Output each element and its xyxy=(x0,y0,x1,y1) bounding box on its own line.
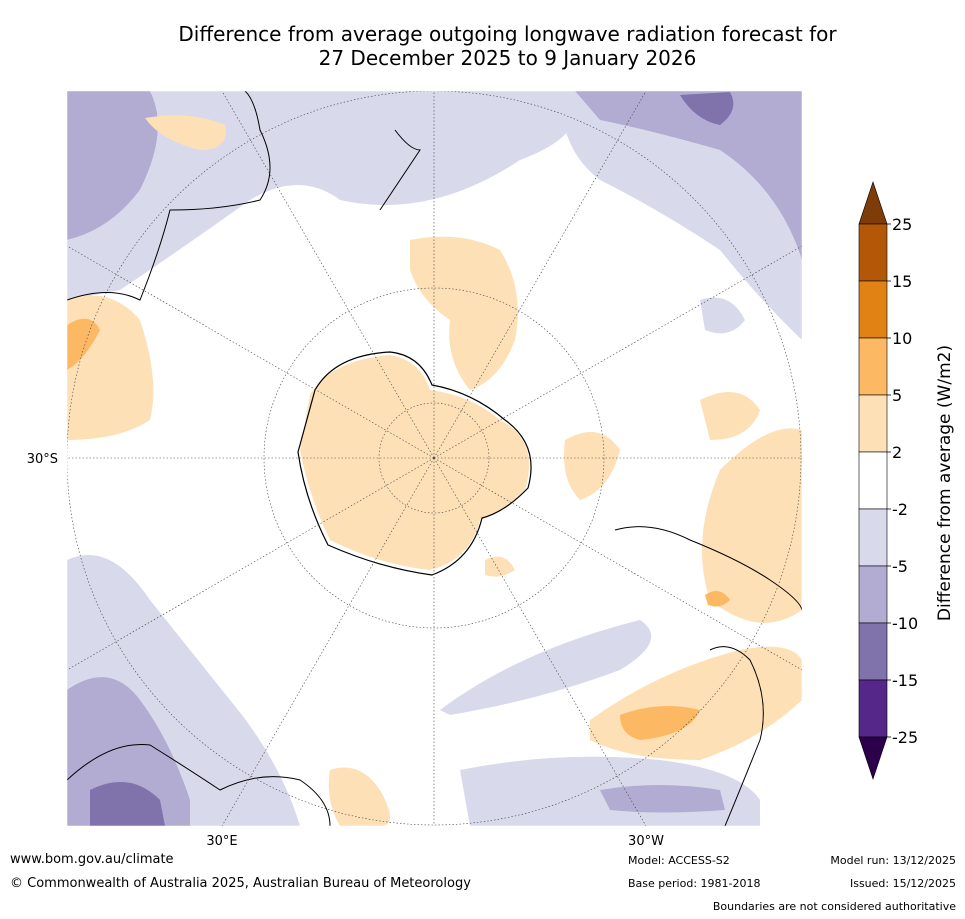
anomaly-region-plus2-south xyxy=(328,767,390,826)
anomaly-region-plus2-atlantic xyxy=(564,432,620,500)
anomaly-region-plus5-west xyxy=(67,318,100,370)
colorbar-tick-label: -15 xyxy=(892,671,918,690)
coastline-new-zealand xyxy=(379,129,421,211)
chart-title: Difference from average outgoing longwav… xyxy=(0,22,965,70)
coastline-africa xyxy=(709,646,764,826)
coastline-australia xyxy=(67,91,271,301)
anomaly-region-plus2-southmid xyxy=(485,556,515,577)
anomaly-region-plus2-north-small xyxy=(145,115,226,150)
anomaly-region-minus10-sw xyxy=(90,782,165,826)
colorbar-bin xyxy=(858,394,888,453)
footer-issued: Issued: 15/12/2025 xyxy=(849,877,956,890)
colorbar-tick-label: -2 xyxy=(892,500,908,519)
coastline-south-america xyxy=(614,526,802,611)
lat-label-30s: 30°S xyxy=(27,452,58,467)
lon-label-30w: 30°W xyxy=(628,834,664,849)
colorbar-bin xyxy=(858,508,888,567)
colorbar-tick-label: 5 xyxy=(892,386,902,405)
colorbar-tick-label: 10 xyxy=(892,329,912,348)
colorbar-tick-label: 2 xyxy=(892,443,902,462)
colorbar-bin xyxy=(858,565,888,624)
map-frame xyxy=(66,90,803,827)
footer-copyright: © Commonwealth of Australia 2025, Austra… xyxy=(10,876,471,891)
colorbar-tick-label: -5 xyxy=(892,557,908,576)
anomaly-region-plus2-antarctica xyxy=(300,355,530,570)
anomaly-region-minus5-nw xyxy=(67,91,158,240)
colorbar-bin xyxy=(858,679,888,738)
colorbar-tick-label: 15 xyxy=(892,272,912,291)
anomaly-region-minus2-east xyxy=(700,297,745,334)
anomaly-region-minus10-ne xyxy=(680,92,734,125)
colorbar-extend-top xyxy=(858,181,888,225)
colorbar-tick-label: 25 xyxy=(892,215,912,234)
colorbar-tick-label: -10 xyxy=(892,614,918,633)
colorbar-tick-label: -25 xyxy=(892,728,918,747)
anomaly-region-plus5-southeast xyxy=(620,706,700,740)
anomaly-region-minus5-ne xyxy=(575,91,802,260)
footer-disclaimer: Boundaries are not considered authoritat… xyxy=(712,900,956,913)
colorbar-label: Difference from average (W/m2) xyxy=(935,344,955,622)
colorbar-bin xyxy=(858,223,888,282)
title-line-2: 27 December 2025 to 9 January 2026 xyxy=(318,46,697,70)
title-line-1: Difference from average outgoing longwav… xyxy=(178,22,837,46)
coastline-south-asia xyxy=(67,743,331,826)
graticule xyxy=(67,91,802,826)
anomaly-region-plus2-ross xyxy=(410,236,518,390)
anomaly-region-plus2-east xyxy=(700,392,760,440)
footer-model-run: Model run: 13/12/2025 xyxy=(830,854,956,867)
coastline-antarctica xyxy=(297,351,532,576)
footer-website[interactable]: www.bom.gov.au/climate xyxy=(10,852,174,867)
footer-base-period: Base period: 1981-2018 xyxy=(628,877,761,890)
colorbar-bin xyxy=(858,622,888,681)
anomaly-region-plus2-africa xyxy=(702,428,802,623)
colorbar-bin xyxy=(858,337,888,396)
anomaly-region-minus5-se xyxy=(600,785,725,813)
anomaly-region-minus2-south xyxy=(440,620,652,715)
anomaly-region-plus5-africa xyxy=(705,591,730,607)
colorbar-extend-bottom xyxy=(858,736,888,780)
lon-label-30e: 30°E xyxy=(206,834,237,849)
colorbar-bin xyxy=(858,280,888,339)
colorbar-bin xyxy=(858,451,888,510)
footer-model: Model: ACCESS-S2 xyxy=(628,854,730,867)
